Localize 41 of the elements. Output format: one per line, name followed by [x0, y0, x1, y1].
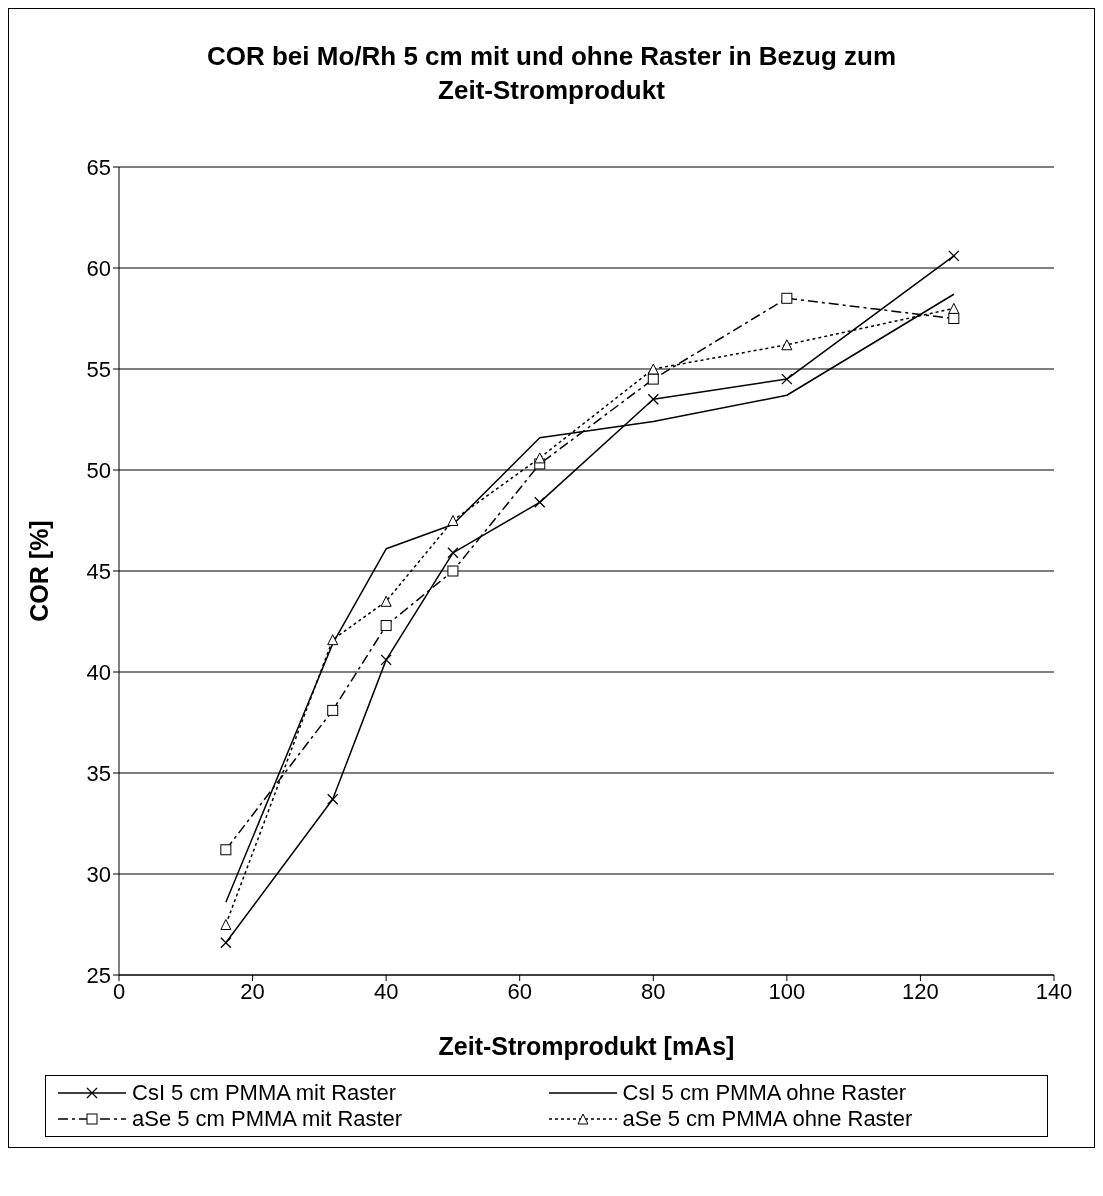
- x-tick-label: 20: [240, 978, 265, 1004]
- point: [948, 250, 960, 262]
- legend-label: aSe 5 cm PMMA mit Raster: [132, 1106, 403, 1132]
- point: [327, 634, 339, 646]
- point: [220, 937, 232, 949]
- chart-title: COR bei Mo/Rh 5 cm mit und ohne Raster in Bezug zum Zeit-Stromprodukt: [205, 40, 898, 107]
- x-tick-label: 0: [112, 978, 126, 1004]
- y-tick-label: 35: [86, 760, 111, 786]
- point: [534, 452, 546, 464]
- x-tick-label: 40: [373, 978, 399, 1004]
- point: [380, 654, 392, 666]
- point: [327, 704, 339, 716]
- x-tick-label: 100: [768, 978, 806, 1004]
- x-tick-label: 120: [902, 978, 939, 1004]
- point: [534, 496, 546, 508]
- point: [220, 844, 232, 856]
- point: [447, 515, 459, 526]
- point: [447, 547, 459, 559]
- x-tick-label: 80: [641, 978, 666, 1004]
- y-axis-title: COR [%]: [24, 520, 53, 622]
- point: [781, 373, 793, 385]
- y-tick-label: 30: [86, 861, 111, 887]
- point: [647, 393, 659, 405]
- legend-label: CsI 5 cm PMMA mit Raster: [132, 1080, 397, 1106]
- y-tick-label: 40: [86, 659, 111, 685]
- point: [781, 292, 793, 304]
- point: [327, 793, 339, 805]
- point: [447, 565, 459, 577]
- y-tick-label: 55: [86, 356, 111, 382]
- x-tick-label: 60: [507, 978, 532, 1004]
- y-tick-label: 45: [86, 558, 111, 584]
- point: [380, 620, 392, 632]
- y-tick-label: 50: [86, 457, 111, 483]
- point: [647, 373, 659, 385]
- x-axis-title: Zeit-Stromprodukt [mAs]: [438, 1032, 735, 1060]
- legend-label: CsI 5 cm PMMA ohne Raster: [622, 1080, 907, 1106]
- y-tick-label: 25: [86, 962, 111, 988]
- x-tick-label: 140: [1035, 978, 1073, 1004]
- y-tick-label: 60: [86, 255, 111, 281]
- legend-label: aSe 5 cm PMMA ohne Raster: [622, 1106, 913, 1132]
- y-tick-label: 65: [86, 154, 111, 180]
